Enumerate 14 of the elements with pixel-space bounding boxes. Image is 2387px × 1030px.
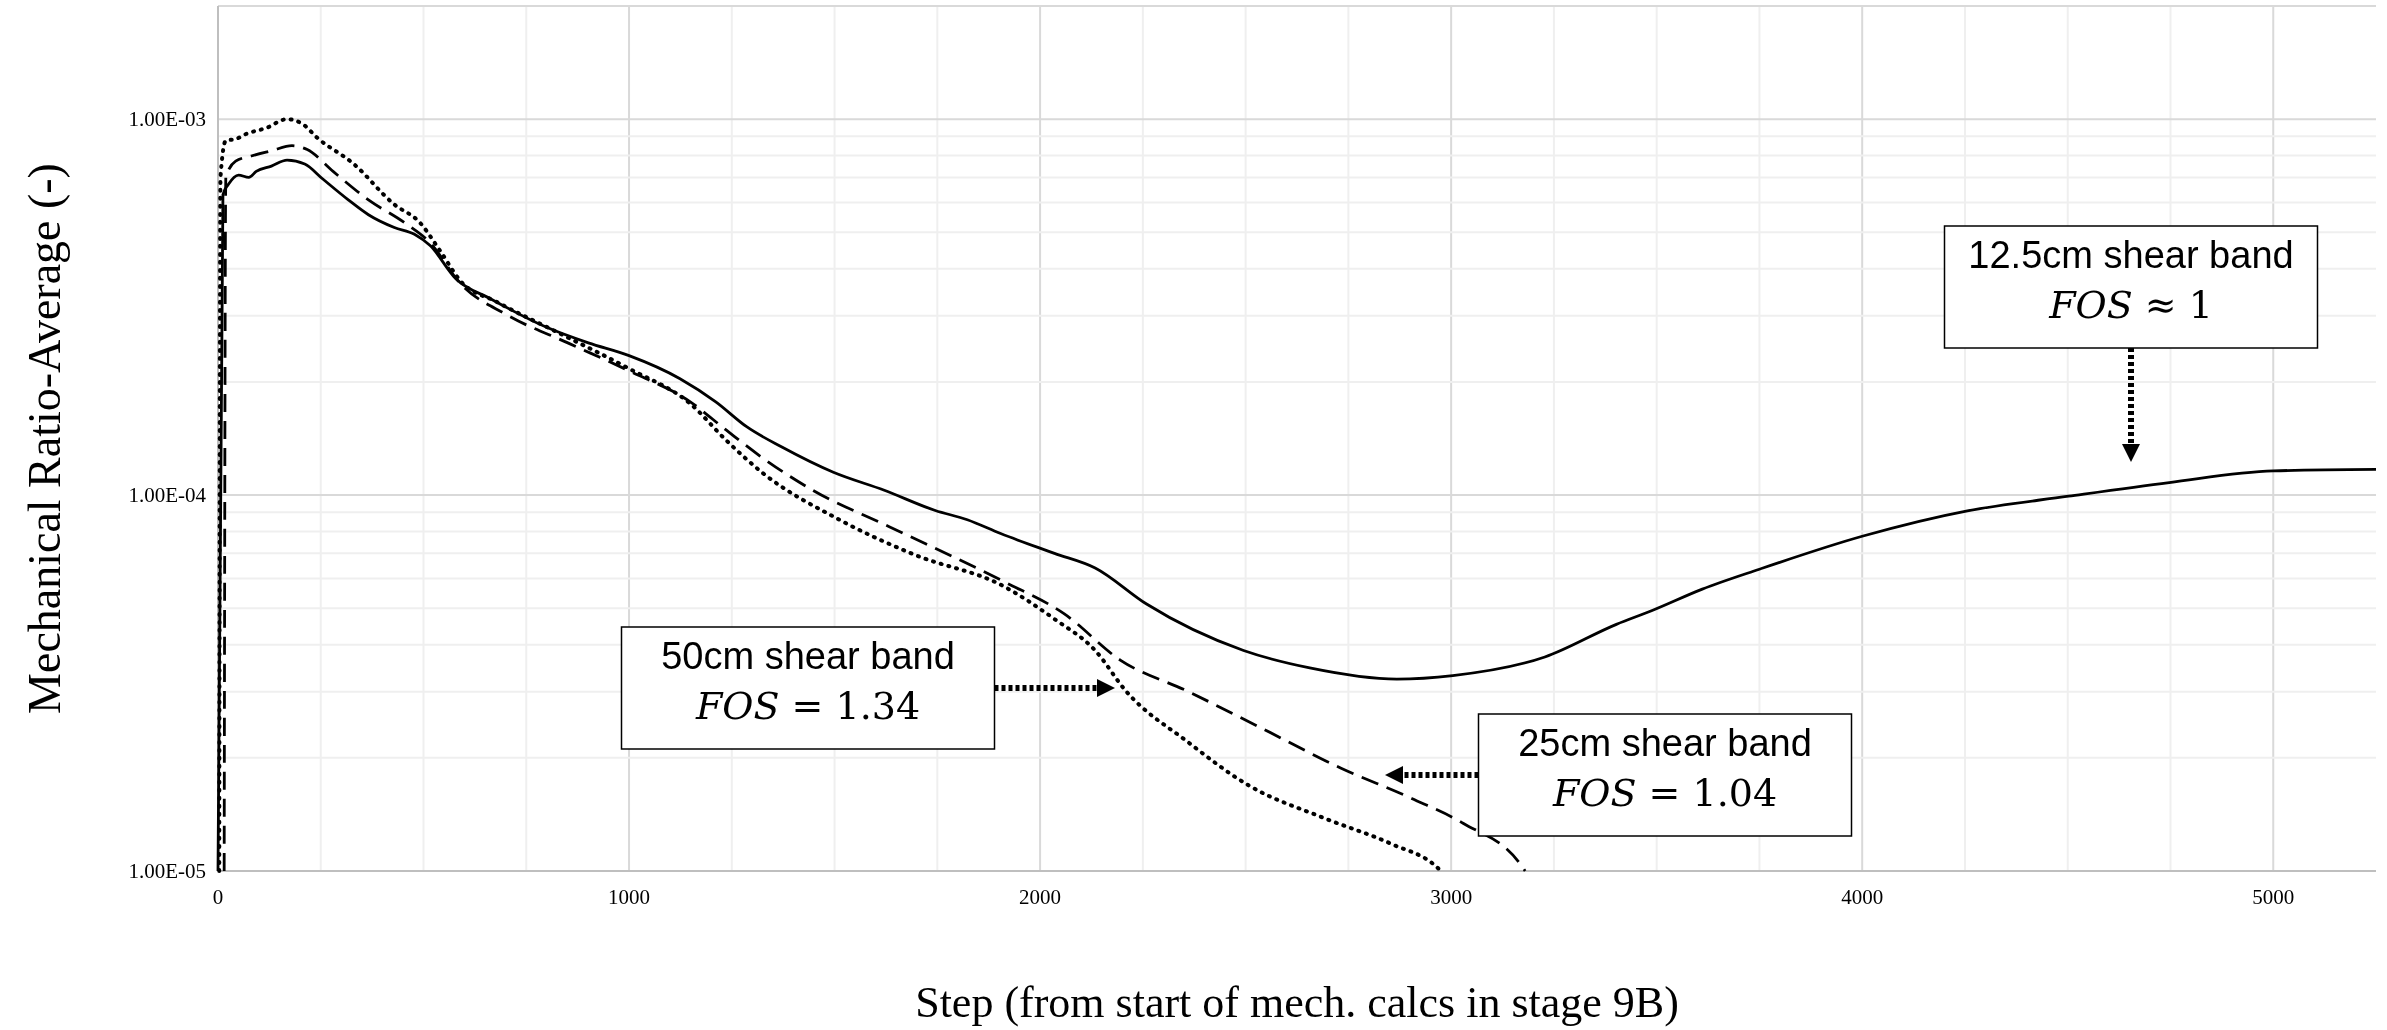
annotation: 12.5cm shear band FOS ≈ 1 [1968,234,2294,327]
x-tick-label: 3000 [1430,885,1473,909]
annotation: 25cm shear band FOS = 1.04 [1518,722,1812,815]
annotation: 50cm shear band FOS = 1.34 [661,635,955,728]
y-tick-label: 1.00E-05 [128,859,206,883]
x-tick-label: 1000 [608,885,651,909]
x-axis-title: Step (from start of mech. calcs in stage 9B) [915,978,1679,1027]
y-tick-label: 1.00E-04 [128,483,207,508]
y-tick-label: 1.00E-03 [128,107,206,132]
x-tick-label: 5000 [2252,885,2295,909]
y-axis-title: Mechanical Ratio-Average (-) [19,163,70,714]
x-tick-label: 2000 [1019,885,1062,909]
x-tick-label: 0 [212,885,224,909]
x-tick-label: 4000 [1841,885,1884,909]
